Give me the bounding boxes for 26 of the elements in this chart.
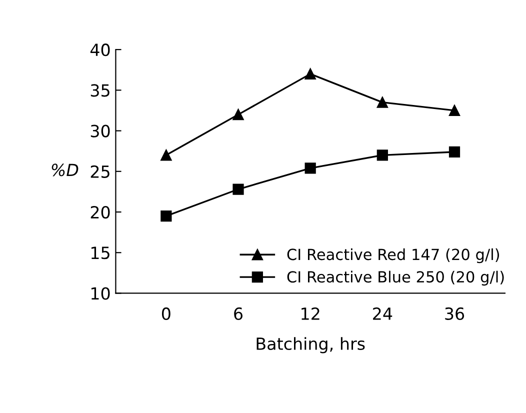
y-tick-label: 15 [91, 246, 110, 260]
y-tick-label: 10 [91, 287, 110, 300]
x-tick-label: 6 [234, 307, 243, 320]
point [376, 150, 388, 161]
y-axis-title: %D [52, 164, 78, 176]
x-tick-label: 24 [373, 307, 392, 320]
x-tick-label: 12 [302, 307, 320, 320]
point [304, 162, 316, 174]
x-tick-label: 0 [162, 307, 170, 320]
x-tick-label: 36 [445, 307, 464, 320]
point [304, 68, 316, 80]
point [160, 210, 172, 222]
point [448, 104, 460, 116]
y-tick-label: 30 [90, 124, 110, 138]
point [232, 184, 244, 195]
point [376, 96, 388, 108]
y-tick-label: 40 [90, 44, 110, 56]
point [232, 108, 244, 120]
point [160, 150, 172, 161]
legend-label: CI Reactive Blue 250 (20 g/l) [287, 270, 504, 286]
y-tick-label: 25 [90, 165, 110, 178]
x-axis-title: Batching, hrs [256, 337, 365, 354]
legend-label: CI Reactive Red 147 (20 g/l) [287, 248, 500, 264]
y-tick-label: 20 [90, 206, 110, 219]
point [448, 146, 460, 158]
y-tick-label: 35 [90, 84, 110, 97]
